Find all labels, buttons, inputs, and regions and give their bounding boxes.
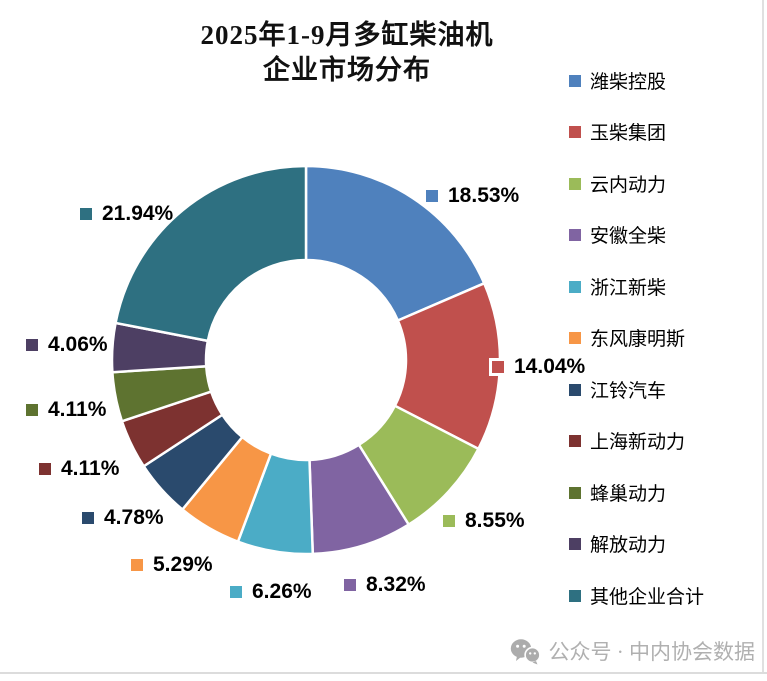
legend-item-8: 上海新动力 [569,429,685,453]
data-label-marker-2 [489,358,507,376]
legend-label-9: 蜂巢动力 [590,483,667,505]
legend-label-11: 其他企业合计 [590,586,705,608]
data-label-3: 8.55% [443,507,525,535]
data-label-5: 6.26% [230,578,312,606]
data-label-marker-4 [344,579,356,591]
legend-label-5: 浙江新柴 [590,277,667,299]
data-label-marker-10 [26,339,38,351]
data-label-7: 4.78% [82,504,164,532]
legend-item-1: 潍柴控股 [569,68,667,93]
legend-item-3: 云内动力 [569,171,667,196]
data-label-value-9: 4.11% [48,398,107,421]
data-label-9: 4.11% [26,396,106,424]
footer-divider [0,672,767,674]
donut-slice-1 [304,164,486,323]
chart-title-line2: 企业市场分布 [263,55,431,85]
legend-item-2: 玉柴集团 [569,120,666,144]
legend: 潍柴控股玉柴集团云内动力安徽全柴浙江新柴东风康明斯江铃汽车上海新动力蜂巢动力解放… [563,0,763,681]
legend-label-1: 潍柴控股 [590,71,667,93]
legend-marker-6 [569,332,581,344]
data-label-value-5: 6.26% [252,580,312,603]
chart-title-line1: 2025年1-9月多缸柴油机 [200,20,494,50]
data-label-10: 4.06% [26,331,108,359]
legend-marker-4 [569,229,581,241]
legend-label-2: 玉柴集团 [590,123,667,144]
legend-marker-2 [569,126,581,138]
data-label-value-10: 4.06% [48,333,108,356]
legend-item-4: 安徽全柴 [569,223,666,247]
legend-label-8: 上海新动力 [590,432,686,453]
donut-slice-11 [114,164,308,343]
data-label-value-11: 21.94% [102,202,174,225]
legend-item-7: 江铃汽车 [569,377,667,402]
data-label-6: 5.29% [131,551,213,579]
data-label-4: 8.32% [344,571,426,599]
data-label-marker-1 [426,190,438,202]
data-label-value-1: 18.53% [448,184,520,207]
legend-label-4: 安徽全柴 [590,226,667,247]
data-label-marker-6 [131,559,143,571]
data-label-marker-3 [443,515,455,527]
data-label-2: 14.04% [489,353,586,381]
data-label-marker-9 [26,404,38,416]
data-label-marker-5 [230,586,242,598]
legend-marker-7 [569,383,581,396]
data-label-value-3: 8.55% [465,509,525,532]
data-label-value-2: 14.04% [514,355,586,378]
legend-marker-1 [569,74,581,87]
legend-item-9: 蜂巢动力 [569,480,667,505]
legend-item-6: 东风康明斯 [569,326,685,350]
data-label-8: 4.11% [39,455,119,483]
legend-label-3: 云内动力 [590,174,667,196]
wechat-icon [510,638,541,664]
legend-label-10: 解放动力 [590,535,667,556]
right-edge-divider [762,0,764,672]
legend-item-11: 其他企业合计 [569,583,705,608]
legend-item-10: 解放动力 [569,532,666,556]
data-label-value-6: 5.29% [153,553,213,576]
chart-title: 2025年1-9月多缸柴油机 企业市场分布 [0,18,694,88]
legend-label-6: 东风康明斯 [590,329,686,350]
legend-marker-3 [569,177,581,190]
legend-label-7: 江铃汽车 [590,380,667,402]
data-label-marker-8 [39,463,51,475]
footer-text: 公众号 · 中内协会数据 [548,640,756,664]
legend-marker-11 [569,589,581,602]
legend-marker-8 [569,435,581,447]
data-label-value-4: 8.32% [366,573,426,596]
data-label-marker-7 [82,512,94,524]
data-label-value-7: 4.78% [104,506,164,529]
legend-marker-10 [569,538,581,550]
footer: 公众号 · 中内协会数据 [510,636,756,666]
data-label-marker-11 [80,208,92,220]
data-label-1: 18.53% [426,182,519,210]
data-label-11: 21.94% [80,200,173,228]
legend-marker-9 [569,486,581,499]
legend-item-5: 浙江新柴 [569,274,667,299]
data-label-value-8: 4.11% [61,457,120,480]
legend-marker-5 [569,280,581,293]
